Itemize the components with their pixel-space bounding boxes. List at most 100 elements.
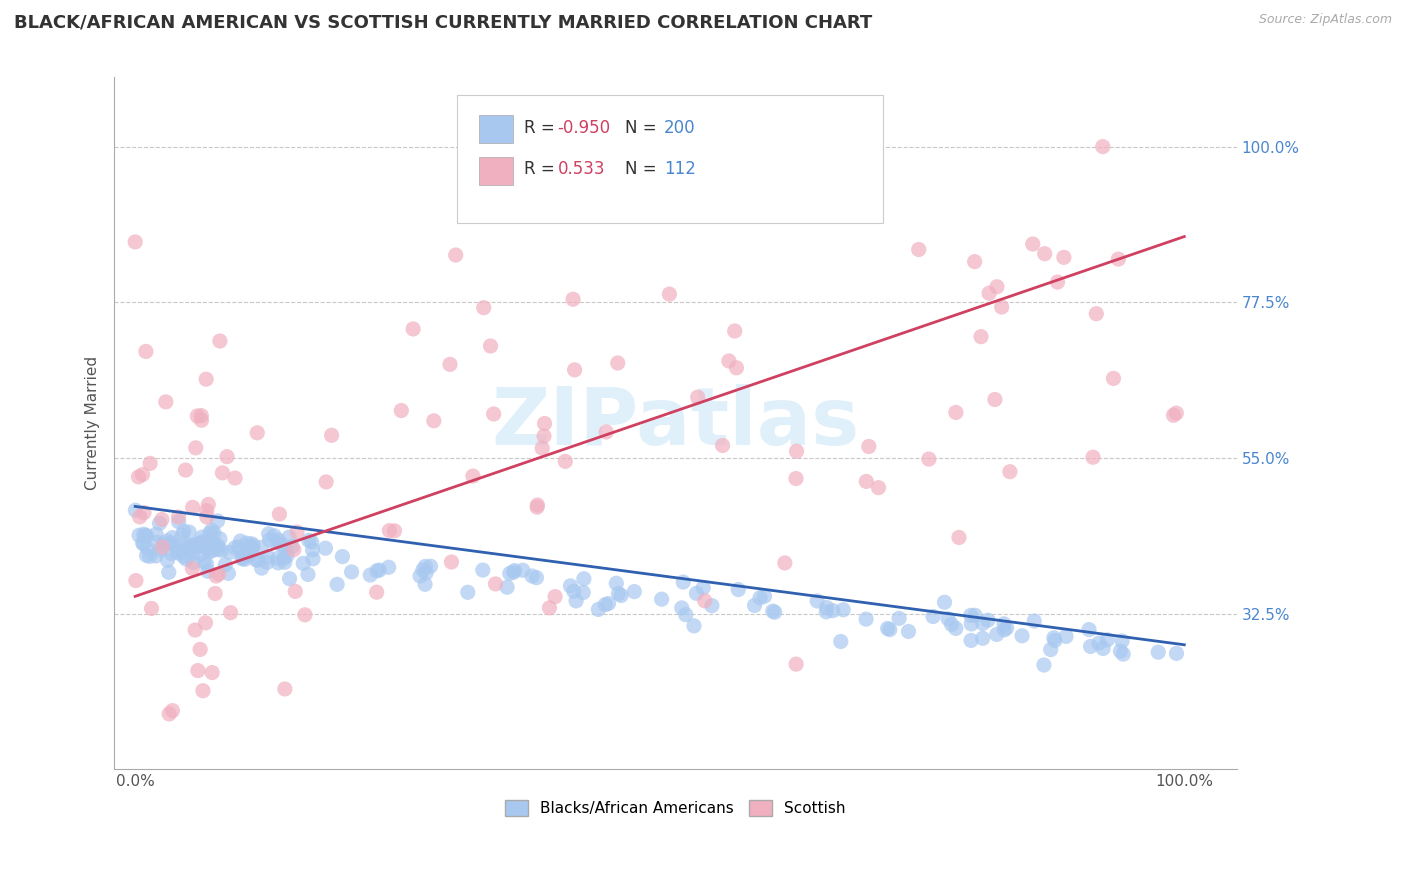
FancyBboxPatch shape xyxy=(457,95,883,223)
Point xyxy=(281,540,304,554)
Point xyxy=(180,539,202,553)
Point xyxy=(821,604,844,618)
Point xyxy=(754,589,776,603)
Point xyxy=(918,452,941,467)
Point xyxy=(945,621,967,635)
Point xyxy=(274,541,297,556)
Point xyxy=(184,538,207,552)
Point xyxy=(484,577,506,591)
Point xyxy=(152,537,174,551)
Point xyxy=(700,599,723,613)
Text: 112: 112 xyxy=(664,161,696,178)
Point xyxy=(986,627,1008,641)
Point xyxy=(246,425,269,440)
Point xyxy=(269,507,291,521)
Point xyxy=(520,569,543,583)
Point xyxy=(703,207,725,221)
Point xyxy=(157,706,180,721)
Point xyxy=(139,456,162,470)
Point xyxy=(125,574,148,588)
Point xyxy=(259,533,281,547)
Point xyxy=(274,681,297,696)
Point xyxy=(595,598,617,612)
Point xyxy=(267,533,290,547)
Point xyxy=(211,466,233,480)
Point xyxy=(855,475,877,489)
Point xyxy=(224,471,246,485)
Point xyxy=(197,564,219,578)
Point xyxy=(471,563,494,577)
Point xyxy=(181,500,204,515)
FancyBboxPatch shape xyxy=(479,157,513,185)
Text: R =: R = xyxy=(524,161,565,178)
Point xyxy=(145,549,167,563)
Point xyxy=(267,551,290,566)
Point xyxy=(141,601,163,615)
Point xyxy=(200,544,222,558)
Point xyxy=(131,536,153,550)
Point xyxy=(960,633,983,648)
Point xyxy=(876,622,898,636)
Point xyxy=(440,555,463,569)
Point xyxy=(855,612,877,626)
Point xyxy=(132,527,155,541)
Point xyxy=(162,531,184,545)
Point xyxy=(128,509,150,524)
Point xyxy=(197,541,219,555)
Point xyxy=(273,555,295,569)
Point xyxy=(423,414,446,428)
Point xyxy=(166,543,188,558)
Point xyxy=(531,441,554,455)
Point xyxy=(162,704,184,718)
Point xyxy=(934,595,956,609)
Point xyxy=(499,566,522,581)
Point xyxy=(208,334,231,348)
Point xyxy=(692,581,714,595)
Point xyxy=(245,553,267,567)
Point xyxy=(815,605,838,619)
Point xyxy=(1085,307,1108,321)
Point xyxy=(298,533,321,548)
Point xyxy=(744,599,766,613)
Text: 200: 200 xyxy=(664,119,696,137)
Point xyxy=(285,525,308,540)
Text: N =: N = xyxy=(624,119,662,137)
Text: ZIPatlas: ZIPatlas xyxy=(491,384,859,462)
Point xyxy=(195,510,218,524)
Point xyxy=(413,577,436,591)
Point xyxy=(995,621,1018,635)
Point xyxy=(188,536,211,550)
Point xyxy=(172,528,194,542)
Point xyxy=(135,529,157,543)
Point xyxy=(1166,646,1188,660)
Point xyxy=(526,500,548,515)
Point xyxy=(273,551,295,566)
Point xyxy=(174,552,197,566)
Point xyxy=(1081,450,1104,465)
Point xyxy=(1046,275,1069,289)
Point xyxy=(526,498,548,512)
Point xyxy=(302,552,325,566)
Point xyxy=(806,594,828,608)
Point xyxy=(402,322,425,336)
Point xyxy=(461,469,484,483)
Point xyxy=(149,542,172,557)
Point xyxy=(173,549,195,564)
Point xyxy=(294,607,316,622)
Point xyxy=(562,292,585,306)
Point xyxy=(340,565,363,579)
Point xyxy=(724,324,747,338)
Point xyxy=(533,417,555,431)
Point xyxy=(960,616,983,631)
Point xyxy=(948,530,970,544)
Point xyxy=(711,438,734,452)
Point xyxy=(482,407,505,421)
Point xyxy=(1054,629,1077,643)
Point xyxy=(607,586,630,600)
Text: N =: N = xyxy=(624,161,662,178)
Point xyxy=(198,526,221,541)
Point xyxy=(208,532,231,546)
Point xyxy=(972,616,994,631)
Point xyxy=(512,563,534,577)
Point xyxy=(564,363,586,377)
